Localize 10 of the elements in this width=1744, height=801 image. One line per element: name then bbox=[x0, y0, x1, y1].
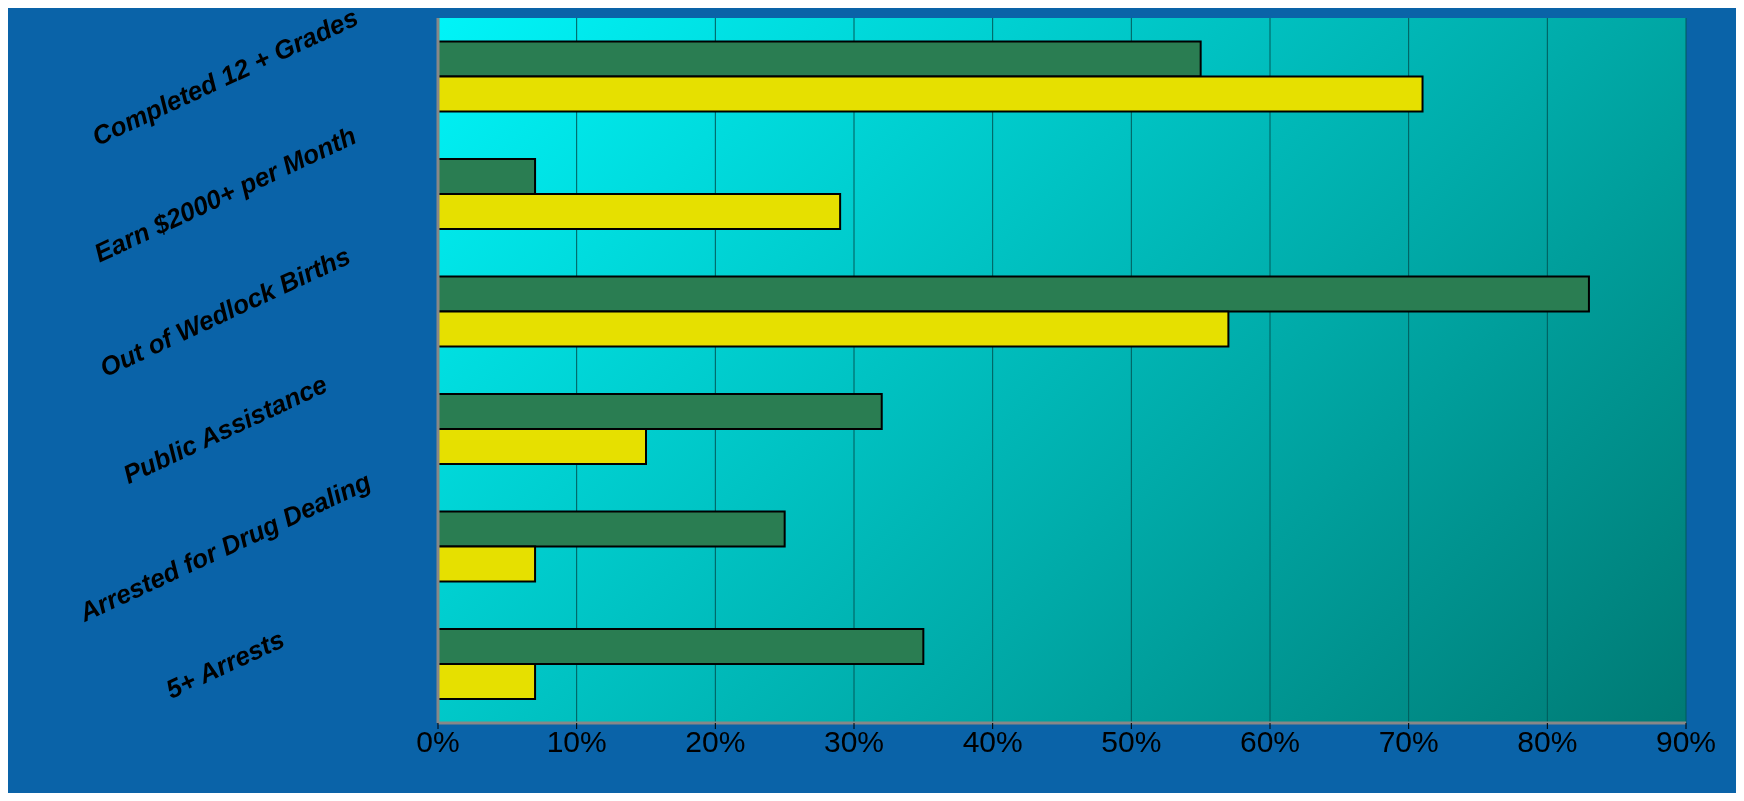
x-tick-label: 30% bbox=[823, 725, 885, 759]
x-tick-label: 20% bbox=[685, 725, 746, 759]
x-tick-label: 70% bbox=[1378, 725, 1439, 759]
x-tick-label: 60% bbox=[1239, 725, 1301, 759]
x-tick-label: 10% bbox=[546, 725, 607, 759]
x-tick-label: 0% bbox=[416, 725, 460, 759]
x-tick-label: 40% bbox=[962, 725, 1023, 759]
x-tick-label: 50% bbox=[1101, 725, 1162, 759]
x-tick-label: 80% bbox=[1517, 725, 1578, 759]
x-tick-label: 90% bbox=[1655, 725, 1717, 759]
